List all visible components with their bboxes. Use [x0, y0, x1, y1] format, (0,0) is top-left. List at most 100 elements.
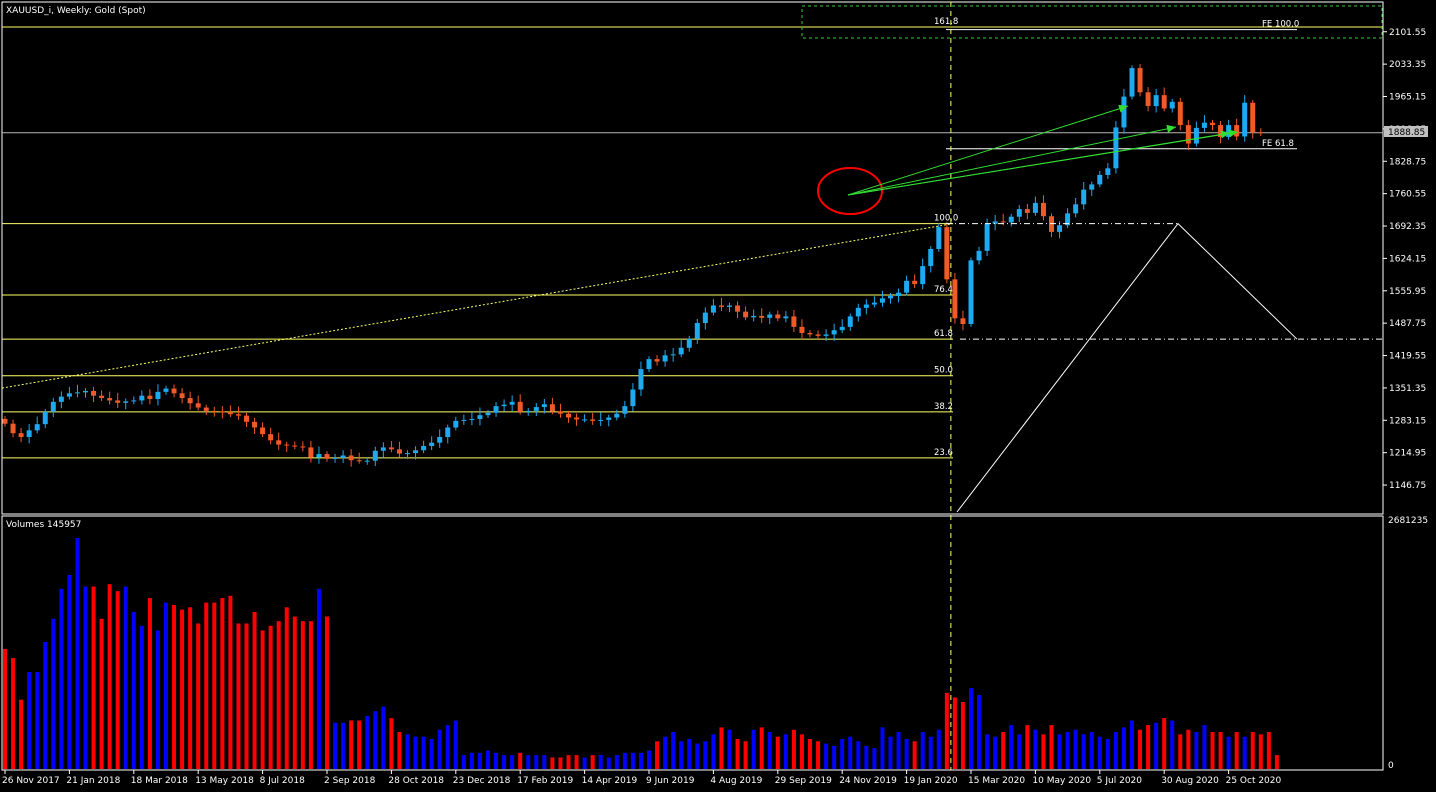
volume-bar: [1121, 727, 1126, 769]
candle: [783, 311, 789, 323]
candle-body: [1177, 101, 1183, 126]
candle: [799, 319, 805, 340]
candle: [1008, 213, 1014, 227]
candle-body: [1193, 127, 1199, 144]
candle: [1258, 128, 1264, 136]
volume-bar: [985, 734, 990, 769]
candle-body: [34, 424, 40, 431]
candle-body: [863, 304, 869, 308]
candle: [960, 310, 966, 331]
volume-bar: [1113, 732, 1118, 769]
candle: [203, 404, 209, 415]
volume-bar: [300, 621, 305, 769]
time-tick-label: 17 Feb 2019: [517, 776, 573, 786]
candle: [477, 407, 483, 426]
candle: [155, 384, 161, 406]
volume-bar: [671, 732, 676, 769]
candle-body: [1040, 202, 1046, 217]
fib-level-label: 61.8: [934, 329, 953, 339]
candle: [227, 405, 233, 418]
volume-bar: [131, 611, 136, 769]
volume-panel-frame: [1, 515, 1384, 771]
volume-bar: [75, 538, 80, 769]
candle-body: [847, 316, 853, 327]
price-tick-label: 2101.55: [1389, 28, 1426, 38]
candle: [244, 412, 249, 428]
candle-body: [83, 390, 88, 393]
volume-max-label: 2681235: [1388, 516, 1428, 526]
candle-body: [235, 414, 241, 416]
volume-bars: [3, 538, 1279, 769]
candle: [324, 451, 330, 462]
candle-body: [549, 404, 555, 412]
volume-bar: [582, 757, 587, 769]
candle: [276, 432, 282, 450]
candle-body: [115, 400, 121, 403]
volume-bar: [791, 729, 796, 769]
candle-body: [1226, 125, 1232, 137]
volume-bar: [421, 736, 426, 769]
candle: [388, 441, 394, 453]
candle: [187, 391, 193, 410]
candle: [686, 335, 692, 352]
time-tick-label: 29 Sep 2019: [775, 776, 832, 786]
volume-bar: [526, 755, 531, 769]
candle-body: [171, 388, 177, 394]
candle-body: [107, 398, 113, 401]
time-tick-label: 26 Nov 2017: [2, 776, 60, 786]
candle: [1065, 208, 1071, 229]
candle: [284, 441, 290, 452]
volume-bar: [574, 755, 579, 769]
candle: [348, 449, 354, 467]
candle: [775, 310, 781, 322]
volume-bar: [1146, 725, 1151, 769]
candle: [131, 396, 137, 405]
candle: [42, 408, 48, 429]
symbol-title: XAUUSD_i, Weekly: Gold (Spot): [6, 6, 146, 16]
volume-bar: [308, 621, 313, 769]
candle-body: [815, 334, 821, 336]
candle-body: [928, 248, 934, 267]
candle-body: [960, 318, 966, 324]
candle: [815, 330, 821, 340]
price-tick-label: 1351.35: [1389, 384, 1426, 394]
candle: [1193, 121, 1199, 147]
candle: [847, 313, 853, 331]
candle: [1242, 95, 1248, 142]
volume-bar: [502, 755, 507, 769]
candle: [928, 246, 934, 273]
time-tick-label: 4 Aug 2019: [710, 776, 762, 786]
volume-bar: [147, 598, 152, 769]
current-price-label: 1888.85: [1388, 128, 1425, 138]
candle-body: [203, 407, 209, 411]
candle-body: [775, 314, 781, 319]
volume-bar: [1001, 732, 1006, 769]
volume-bar: [518, 752, 523, 769]
candle: [743, 306, 749, 321]
volume-bar: [775, 736, 780, 769]
volume-bar: [663, 736, 668, 769]
candle-body: [1210, 122, 1215, 126]
candle-body: [195, 403, 201, 408]
arrow-head: [1118, 104, 1128, 113]
volume-bar: [1057, 734, 1062, 769]
candle: [839, 319, 845, 334]
candle-body: [525, 410, 531, 412]
candle-body: [260, 427, 266, 435]
candle-body: [308, 447, 314, 458]
volume-bar: [115, 591, 120, 769]
candle-body: [1250, 102, 1256, 133]
volume-bar: [172, 604, 177, 769]
candle: [292, 441, 298, 450]
candle: [139, 390, 145, 405]
volume-bar: [83, 586, 88, 769]
price-tick-label: 1624.15: [1389, 254, 1426, 264]
volume-bar: [1009, 725, 1014, 769]
volume-bar: [67, 574, 72, 769]
candle: [34, 416, 40, 434]
volume-bar: [751, 729, 756, 769]
candle-body: [300, 446, 306, 448]
fib-level-label: 100.0: [934, 214, 958, 224]
fe-zone-box: [801, 5, 1383, 39]
